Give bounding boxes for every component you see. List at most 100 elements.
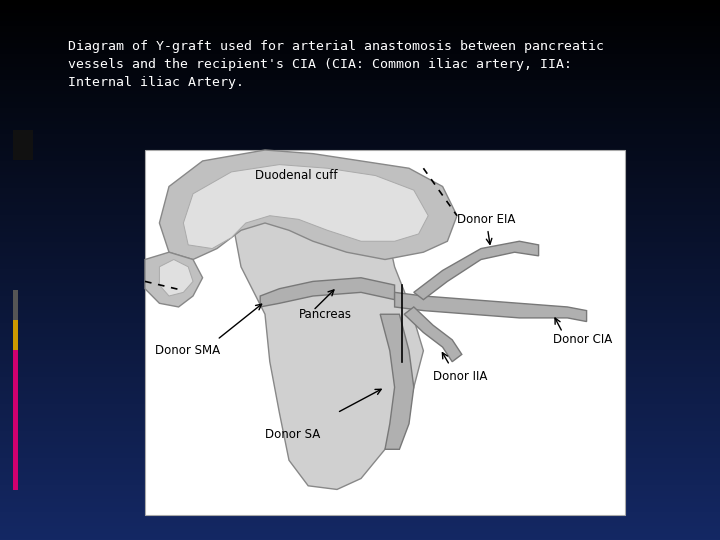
Bar (0, 376, 720, 377)
Bar (0, 16, 720, 17)
Bar (0, 249, 720, 250)
Bar (0, 509, 720, 510)
Bar (0, 457, 720, 458)
Bar (0, 324, 720, 325)
Bar (0, 147, 720, 148)
Polygon shape (159, 150, 457, 260)
Bar (0, 510, 720, 511)
Bar (0, 82, 720, 83)
Bar (0, 83, 720, 84)
Bar (0, 465, 720, 466)
Bar (0, 389, 720, 390)
Bar (0, 223, 720, 224)
Bar (0, 170, 720, 171)
Bar (0, 7, 720, 8)
Bar (0, 439, 720, 440)
Bar (0, 499, 720, 500)
Bar (0, 115, 720, 116)
Bar (0, 489, 720, 490)
Bar (0, 503, 720, 504)
Bar (0, 466, 720, 467)
Bar (0, 152, 720, 153)
Bar (0, 291, 720, 292)
Bar (0, 237, 720, 238)
Bar (0, 47, 720, 48)
Bar (0, 359, 720, 360)
Bar (0, 92, 720, 93)
Bar (0, 126, 720, 127)
Bar (0, 512, 720, 513)
Bar (0, 30, 720, 31)
Bar (0, 505, 720, 506)
Bar (0, 100, 720, 101)
Bar (0, 241, 720, 242)
Bar (0, 440, 720, 441)
Text: Donor CIA: Donor CIA (553, 333, 612, 346)
Bar (0, 427, 720, 428)
Bar (0, 368, 720, 369)
Bar (0, 281, 720, 282)
Bar (0, 340, 720, 341)
Polygon shape (395, 292, 587, 321)
Bar (0, 325, 720, 326)
Bar (0, 75, 720, 76)
Bar (0, 29, 720, 30)
Bar (0, 502, 720, 503)
Bar (0, 101, 720, 102)
Bar (0, 227, 720, 228)
Bar (0, 398, 720, 399)
Bar (0, 518, 720, 519)
Bar (0, 54, 720, 55)
Bar (0, 133, 720, 134)
Bar (0, 179, 720, 180)
Bar (0, 319, 720, 320)
Bar (0, 475, 720, 476)
Bar (0, 50, 720, 51)
Bar (0, 110, 720, 111)
Bar (0, 330, 720, 331)
Bar (0, 145, 720, 146)
Bar (0, 500, 720, 501)
Bar (0, 428, 720, 429)
Bar (0, 234, 720, 235)
Bar (0, 242, 720, 243)
Bar (0, 462, 720, 463)
Bar (0, 14, 720, 15)
Bar (0, 327, 720, 328)
Bar (0, 202, 720, 203)
Bar (0, 213, 720, 214)
Bar (0, 49, 720, 50)
Bar (0, 271, 720, 272)
Bar (0, 128, 720, 129)
Bar (0, 414, 720, 415)
Bar (0, 197, 720, 198)
Bar (0, 472, 720, 473)
Bar (0, 495, 720, 496)
Bar (0, 304, 720, 305)
Bar (0, 511, 720, 512)
Bar (0, 140, 720, 141)
Bar (0, 185, 720, 186)
Bar (0, 122, 720, 123)
Bar (0, 387, 720, 388)
Bar (0, 343, 720, 344)
Bar (0, 33, 720, 34)
Bar (0, 471, 720, 472)
Bar (0, 392, 720, 393)
Bar (0, 57, 720, 58)
Bar (0, 492, 720, 493)
Bar (0, 246, 720, 247)
Text: Donor IIA: Donor IIA (433, 370, 487, 383)
Bar (0, 158, 720, 159)
Bar (13, 320, 18, 350)
Bar (0, 530, 720, 531)
Bar (0, 273, 720, 274)
Bar (0, 460, 720, 461)
Bar (0, 335, 720, 336)
Bar (0, 260, 720, 261)
Bar (0, 1, 720, 2)
Bar (0, 411, 720, 412)
Bar (0, 337, 720, 338)
Bar (0, 150, 720, 151)
Bar (0, 470, 720, 471)
